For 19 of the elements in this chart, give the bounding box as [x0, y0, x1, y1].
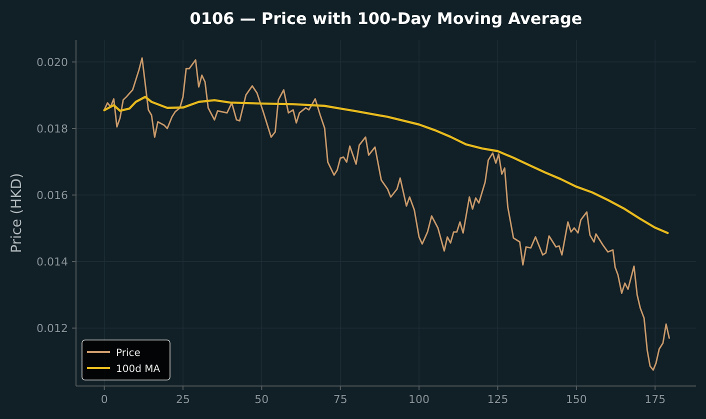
x-tick-label: 75 — [333, 393, 348, 406]
y-tick-label: 0.016 — [36, 189, 68, 202]
line-series — [103, 96, 669, 234]
y-axis-title: Price (HKD) — [9, 172, 25, 254]
x-tick-label: 50 — [254, 393, 269, 406]
x-tick-label: 25 — [176, 393, 190, 406]
legend-label: 100d MA — [116, 364, 160, 375]
line-series — [104, 57, 670, 371]
x-tick-label: 125 — [487, 393, 508, 406]
x-tick-label: 0 — [100, 393, 108, 406]
chart-title: 0106 — Price with 100-Day Moving Average — [190, 9, 582, 28]
x-tick-label: 175 — [644, 393, 666, 406]
legend-label: Price — [116, 348, 140, 359]
x-tick-label: 150 — [566, 393, 587, 406]
y-tick-label: 0.012 — [36, 322, 68, 336]
x-tick-label: 100 — [408, 393, 430, 406]
y-tick-label: 0.014 — [36, 256, 68, 269]
y-tick-label: 0.020 — [36, 56, 68, 69]
y-tick-label: 0.018 — [36, 122, 68, 136]
